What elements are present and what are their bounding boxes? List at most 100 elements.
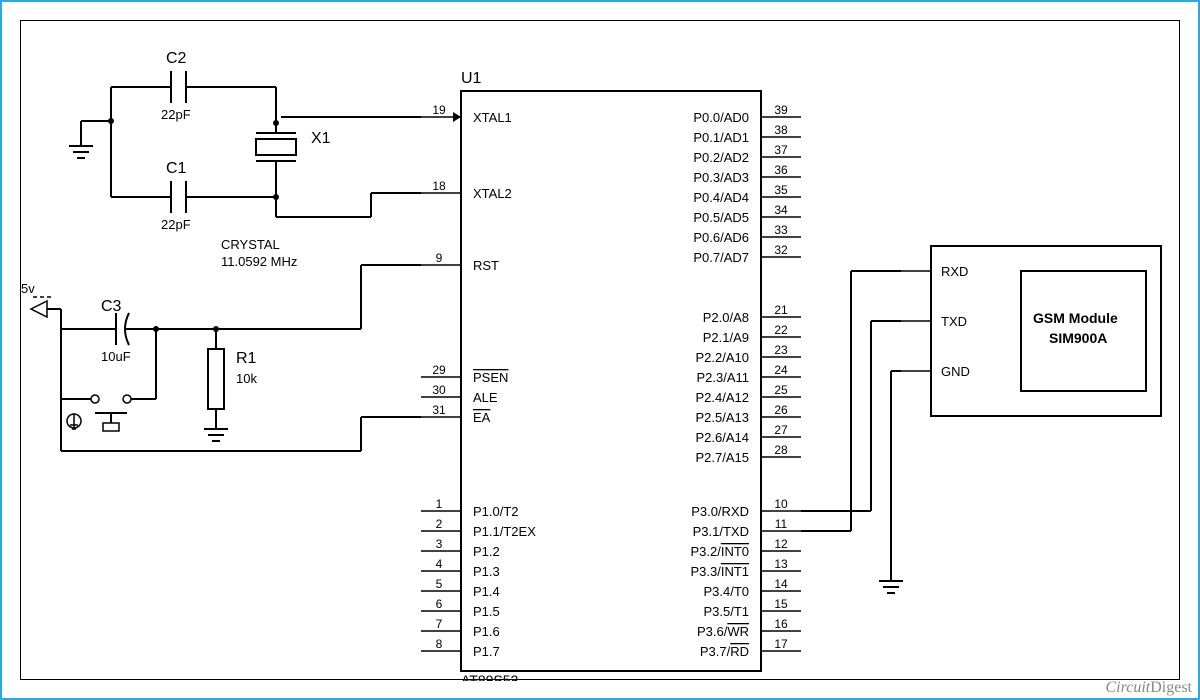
svg-text:9: 9	[436, 251, 443, 265]
svg-text:3: 3	[436, 537, 443, 551]
svg-text:P0.1/AD1: P0.1/AD1	[693, 130, 749, 145]
svg-text:23: 23	[774, 343, 788, 357]
svg-text:4: 4	[436, 557, 443, 571]
svg-text:35: 35	[774, 183, 788, 197]
svg-text:39: 39	[774, 103, 788, 117]
gsm-module: GSM Module SIM900A RXDTXDGND	[901, 246, 1161, 416]
svg-text:P1.4: P1.4	[473, 584, 500, 599]
svg-text:10uF: 10uF	[101, 349, 131, 364]
svg-text:31: 31	[432, 403, 446, 417]
svg-text:P2.1/A9: P2.1/A9	[703, 330, 749, 345]
mcu-part-label: AT89S52	[461, 672, 519, 681]
svg-text:XTAL1: XTAL1	[473, 110, 512, 125]
mcu-right-pins: 39 P0.0/AD0 38 P0.1/AD1 37 P0.2/AD2 36 P0.3/AD3…	[690, 103, 801, 659]
svg-text:24: 24	[774, 363, 788, 377]
svg-text:27: 27	[774, 423, 788, 437]
svg-text:P1.3: P1.3	[473, 564, 500, 579]
svg-text:16: 16	[774, 617, 788, 631]
svg-text:P3.7/RD: P3.7/RD	[700, 644, 749, 659]
svg-text:P3.6/WR: P3.6/WR	[697, 624, 749, 639]
svg-text:P0.3/AD3: P0.3/AD3	[693, 170, 749, 185]
supply-5v: 5v	[21, 281, 103, 329]
svg-text:P1.2: P1.2	[473, 544, 500, 559]
svg-text:RST: RST	[473, 258, 499, 273]
svg-text:P1.5: P1.5	[473, 604, 500, 619]
svg-text:33: 33	[774, 223, 788, 237]
svg-text:P3.0/RXD: P3.0/RXD	[691, 504, 749, 519]
svg-text:P3.4/T0: P3.4/T0	[703, 584, 749, 599]
svg-text:C1: C1	[166, 160, 187, 177]
svg-text:37: 37	[774, 143, 788, 157]
svg-text:P2.2/A10: P2.2/A10	[696, 350, 750, 365]
svg-text:TXD: TXD	[941, 314, 967, 329]
svg-text:6: 6	[436, 597, 443, 611]
svg-text:19: 19	[432, 103, 446, 117]
svg-text:26: 26	[774, 403, 788, 417]
svg-text:8: 8	[436, 637, 443, 651]
svg-text:11: 11	[775, 517, 788, 531]
res-r1: R1 10k	[204, 329, 257, 441]
svg-text:P2.5/A13: P2.5/A13	[696, 410, 750, 425]
svg-text:7: 7	[436, 617, 443, 631]
ground-gsm	[879, 581, 903, 593]
crystal-x1: X1 CRYSTAL 11.0592 MHz	[221, 117, 331, 269]
svg-text:32: 32	[774, 243, 788, 257]
schematic: U1 AT89S52 19XTAL118XTAL29RST29PSEN30ALE…	[21, 21, 1181, 681]
svg-text:P2.3/A11: P2.3/A11	[696, 370, 749, 385]
svg-text:P0.6/AD6: P0.6/AD6	[693, 230, 749, 245]
svg-text:P2.0/A8: P2.0/A8	[703, 310, 749, 325]
svg-text:RXD: RXD	[941, 264, 968, 279]
svg-text:11.0592 MHz: 11.0592 MHz	[221, 254, 297, 269]
svg-text:18: 18	[432, 179, 446, 193]
svg-text:GND: GND	[941, 364, 970, 379]
svg-text:22: 22	[774, 323, 788, 337]
svg-text:17: 17	[774, 637, 788, 651]
svg-text:5v: 5v	[21, 281, 35, 296]
svg-text:28: 28	[774, 443, 788, 457]
svg-text:CRYSTAL: CRYSTAL	[221, 237, 280, 252]
svg-text:P0.2/AD2: P0.2/AD2	[693, 150, 749, 165]
svg-text:SIM900A: SIM900A	[1049, 330, 1107, 346]
svg-text:1: 1	[436, 497, 443, 511]
inner-border: U1 AT89S52 19XTAL118XTAL29RST29PSEN30ALE…	[20, 20, 1180, 680]
svg-text:38: 38	[774, 123, 788, 137]
svg-text:P0.7/AD7: P0.7/AD7	[693, 250, 749, 265]
svg-text:P1.1/T2EX: P1.1/T2EX	[473, 524, 536, 539]
svg-text:ALE: ALE	[473, 390, 498, 405]
svg-text:C2: C2	[166, 50, 187, 67]
crystal-network: C2 22pF C1 22pF	[69, 50, 421, 269]
svg-text:PSEN: PSEN	[473, 370, 508, 385]
ground-1	[69, 146, 93, 158]
svg-text:10k: 10k	[236, 371, 257, 386]
serial-wires	[801, 271, 903, 593]
svg-text:P3.2/INT0: P3.2/INT0	[690, 544, 749, 559]
svg-text:13: 13	[774, 557, 788, 571]
svg-text:2: 2	[436, 517, 443, 531]
svg-text:5: 5	[436, 577, 443, 591]
svg-text:P0.0/AD0: P0.0/AD0	[693, 110, 749, 125]
svg-text:P1.0/T2: P1.0/T2	[473, 504, 519, 519]
svg-text:15: 15	[774, 597, 788, 611]
svg-text:P2.6/A14: P2.6/A14	[696, 430, 750, 445]
mcu-left-pins: 19XTAL118XTAL29RST29PSEN30ALE31EA1P1.0/T…	[421, 103, 536, 659]
svg-text:12: 12	[774, 537, 788, 551]
mcu-ref: U1	[461, 70, 482, 87]
svg-text:P1.7: P1.7	[473, 644, 500, 659]
reset-network: 5v C3 10uF	[21, 265, 421, 451]
svg-text:10: 10	[774, 497, 788, 511]
svg-text:29: 29	[432, 363, 446, 377]
svg-text:P0.5/AD5: P0.5/AD5	[693, 210, 749, 225]
outer-border: U1 AT89S52 19XTAL118XTAL29RST29PSEN30ALE…	[0, 0, 1200, 700]
svg-text:EA: EA	[473, 410, 491, 425]
svg-text:P3.5/T1: P3.5/T1	[703, 604, 749, 619]
svg-text:R1: R1	[236, 350, 257, 367]
svg-text:14: 14	[774, 577, 788, 591]
watermark: CircuitDigest	[1105, 679, 1192, 697]
svg-text:P1.6: P1.6	[473, 624, 500, 639]
svg-text:XTAL2: XTAL2	[473, 186, 512, 201]
cap-c2: C2 22pF	[111, 50, 191, 122]
cap-c1: C1 22pF	[111, 160, 191, 232]
svg-text:P0.4/AD4: P0.4/AD4	[693, 190, 749, 205]
svg-text:36: 36	[774, 163, 788, 177]
cap-c3: C3 10uF	[101, 298, 156, 364]
